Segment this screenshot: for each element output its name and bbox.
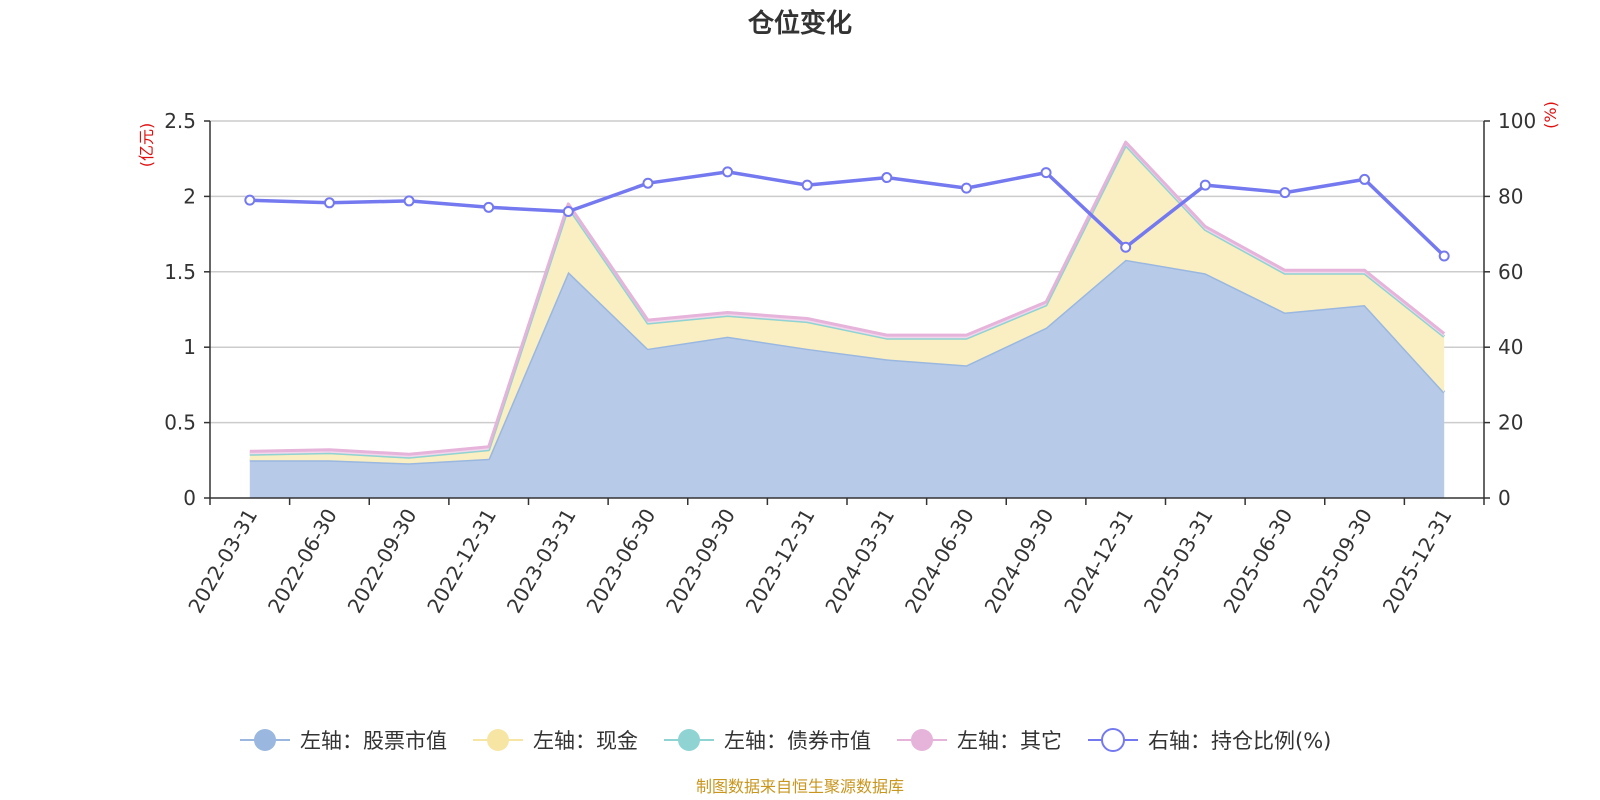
x-tick-label: 2025-09-30: [1298, 505, 1377, 618]
legend: 左轴：股票市值 左轴：现金 左轴：债券市值 左轴：其它 右轴：持仓比例(%): [240, 728, 1331, 753]
ratio-line-series: [244, 166, 1450, 262]
right-tick-label: 20: [1498, 411, 1523, 435]
left-tick-label: 2.5: [164, 109, 196, 133]
chart-title: 仓位变化: [747, 8, 852, 39]
legend-item: 左轴：债券市值: [664, 729, 871, 753]
ratio-point: [1438, 250, 1450, 262]
legend-label: 左轴：现金: [533, 729, 638, 753]
x-tick-label: 2024-12-31: [1059, 505, 1138, 618]
left-tick-label: 1.5: [164, 260, 196, 284]
legend-marker: [487, 729, 509, 751]
x-tick-label: 2025-06-30: [1218, 505, 1297, 618]
x-tick-label: 2023-09-30: [661, 505, 740, 618]
left-axis-unit: (亿元): [137, 123, 156, 168]
left-axis-ticks: 0 0.5 1 1.5 2 2.5: [164, 109, 210, 510]
right-tick-label: 40: [1498, 335, 1523, 359]
ratio-point: [244, 194, 256, 206]
ratio-point: [403, 195, 415, 207]
x-tick-label: 2022-03-31: [183, 505, 262, 618]
stacked-areas: [249, 140, 1446, 498]
x-tick-label: 2022-12-31: [422, 505, 501, 618]
x-tick-label: 2025-03-31: [1139, 505, 1218, 618]
left-tick-label: 1: [183, 335, 196, 359]
x-tick-label: 2022-09-30: [342, 505, 421, 618]
x-tick-label: 2023-06-30: [581, 505, 660, 618]
ratio-line: [249, 170, 1446, 258]
legend-marker: [1101, 728, 1125, 752]
legend-marker: [911, 729, 933, 751]
legend-marker: [678, 729, 700, 751]
right-axis-ticks: 0 20 40 60 80 100: [1484, 109, 1536, 510]
right-axis-unit: (%): [1541, 101, 1560, 129]
ratio-point: [801, 179, 813, 191]
ratio-point: [881, 172, 893, 184]
x-tick-label: 2025-12-31: [1378, 505, 1457, 618]
right-tick-label: 80: [1498, 184, 1523, 208]
right-tick-label: 60: [1498, 260, 1523, 284]
right-tick-label: 100: [1498, 109, 1536, 133]
left-tick-label: 0.5: [164, 411, 196, 435]
ratio-point: [1120, 241, 1132, 253]
x-axis-ticks: 2022-03-31 2022-06-30 2022-09-30 2022-12-31…: [183, 498, 1485, 618]
legend-marker: [254, 729, 276, 751]
legend-label: 左轴：其它: [957, 729, 1062, 753]
x-tick-label: 2023-03-31: [502, 505, 581, 618]
ratio-point: [1279, 187, 1291, 199]
x-tick-label: 2024-09-30: [979, 505, 1058, 618]
ratio-point: [1359, 173, 1371, 185]
x-tick-label: 2024-03-31: [820, 505, 899, 618]
x-tick-label: 2023-12-31: [741, 505, 820, 618]
ratio-point: [1040, 167, 1052, 179]
legend-item: 右轴：持仓比例(%): [1088, 728, 1331, 753]
area-fill-1: [249, 145, 1445, 464]
legend-label: 右轴：持仓比例(%): [1148, 729, 1331, 753]
left-tick-label: 2: [183, 184, 196, 208]
ratio-point: [483, 201, 495, 213]
x-tick-label: 2022-06-30: [263, 505, 342, 618]
legend-item: 左轴：其它: [897, 729, 1062, 753]
legend-label: 左轴：股票市值: [300, 729, 447, 753]
legend-item: 左轴：现金: [473, 729, 638, 753]
legend-item: 左轴：股票市值: [240, 729, 447, 753]
ratio-point: [323, 197, 335, 209]
ratio-point: [642, 177, 654, 189]
left-tick-label: 0: [183, 486, 196, 510]
ratio-point: [960, 182, 972, 194]
ratio-point: [562, 205, 574, 217]
right-tick-label: 0: [1498, 486, 1511, 510]
source-note: 制图数据来自恒生聚源数据库: [696, 777, 904, 796]
ratio-point: [1199, 179, 1211, 191]
area-line-3: [249, 140, 1446, 456]
x-tick-label: 2024-06-30: [900, 505, 979, 618]
legend-label: 左轴：债券市值: [724, 729, 871, 753]
ratio-point: [722, 166, 734, 178]
